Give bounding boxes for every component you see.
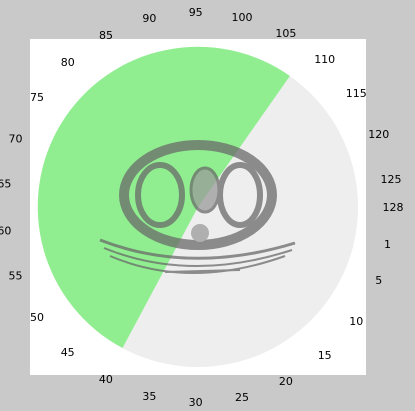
tick-label-110: 110: [314, 53, 335, 66]
tick-label-5: 5: [375, 274, 382, 287]
tick-label-80: 80: [61, 56, 75, 69]
tick-label-75: 75: [30, 91, 44, 104]
tick-label-55: 55: [9, 270, 23, 283]
tick-label-105: 105: [275, 27, 296, 40]
tick-label-85: 85: [99, 29, 113, 42]
tick-label-40: 40: [99, 373, 113, 386]
tick-label-35: 35: [142, 390, 156, 403]
tick-label-128: 128: [383, 201, 404, 214]
tick-label-15: 15: [318, 349, 332, 362]
tick-label-20: 20: [279, 375, 293, 388]
tick-label-50: 50: [30, 311, 44, 324]
tick-label-90: 90: [142, 12, 156, 25]
steering-wheel-icon: [99, 140, 296, 274]
tick-label-25: 25: [235, 391, 249, 404]
tick-label-95: 95: [189, 6, 203, 19]
tick-label-30: 30: [189, 396, 203, 409]
tick-label-10: 10: [349, 315, 363, 328]
tick-label-45: 45: [61, 346, 75, 359]
tick-label-115: 115: [346, 87, 367, 100]
tick-label-125: 125: [381, 173, 402, 186]
tick-label-70: 70: [9, 132, 23, 145]
selected-range-sector[interactable]: [37, 46, 290, 349]
tick-label-65: 65: [0, 178, 11, 191]
tick-label-100: 100: [232, 11, 253, 24]
tick-label-60: 60: [0, 224, 11, 237]
tick-label-120: 120: [368, 128, 389, 141]
tick-label-1: 1: [384, 238, 391, 251]
